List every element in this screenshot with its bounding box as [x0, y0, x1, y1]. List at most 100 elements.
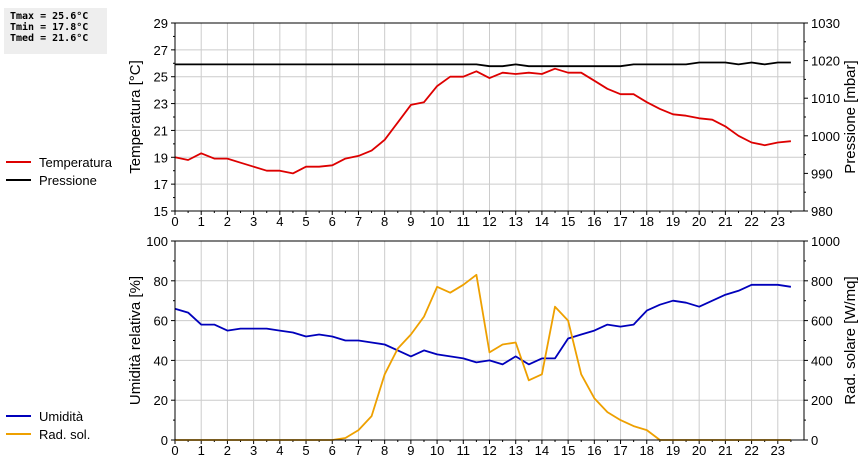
- x-tick-label-top: 20: [692, 214, 706, 229]
- legend-swatch-temperatura: [6, 161, 31, 163]
- y-tick-label-top: 19: [154, 150, 168, 165]
- y2-axis-label-bottom: Rad. solare [W/mq]: [842, 276, 859, 404]
- x-tick-label-top: 22: [744, 214, 758, 229]
- y2-tick-label-bottom: 1000: [811, 234, 840, 249]
- y2-tick-label-bottom: 0: [811, 433, 818, 448]
- x-tick-label-bottom: 14: [535, 443, 549, 458]
- x-tick-label-top: 7: [355, 214, 362, 229]
- x-tick-label-top: 2: [224, 214, 231, 229]
- x-tick-label-bottom: 12: [482, 443, 496, 458]
- series-line-pressione: [175, 61, 791, 68]
- x-tick-label-bottom: 15: [561, 443, 575, 458]
- y-tick-label-top: 23: [154, 97, 168, 112]
- x-tick-label-bottom: 8: [381, 443, 388, 458]
- x-tick-label-top: 3: [250, 214, 257, 229]
- x-tick-label-top: 23: [771, 214, 785, 229]
- legend-item-radsol: Rad. sol.: [6, 425, 90, 443]
- legend-label-umidita: Umidità: [39, 408, 84, 424]
- x-tick-label-bottom: 3: [250, 443, 257, 458]
- x-tick-label-top: 11: [457, 214, 471, 229]
- x-tick-label-top: 6: [329, 214, 336, 229]
- x-tick-label-bottom: 17: [613, 443, 627, 458]
- x-tick-label-bottom: 13: [508, 443, 522, 458]
- y-tick-label-top: 27: [154, 43, 168, 58]
- legend-item-pressione: Pressione: [6, 171, 112, 189]
- x-tick-label-bottom: 11: [457, 443, 471, 458]
- x-tick-label-top: 14: [535, 214, 549, 229]
- y-tick-label-bottom: 20: [154, 393, 168, 408]
- y2-tick-label-bottom: 600: [811, 314, 833, 329]
- x-tick-label-top: 9: [407, 214, 414, 229]
- x-tick-label-top: 1: [198, 214, 205, 229]
- legend-swatch-radsol: [6, 433, 31, 435]
- x-tick-label-top: 0: [171, 214, 178, 229]
- legend-swatch-umidita: [6, 415, 31, 417]
- tmin-text: Tmin = 17.8°C: [10, 22, 89, 33]
- x-tick-label-bottom: 4: [276, 443, 283, 458]
- x-tick-label-bottom: 21: [718, 443, 732, 458]
- y2-tick-label-top: 980: [811, 204, 833, 219]
- x-tick-label-top: 18: [640, 214, 654, 229]
- series-line-umidit-: [174, 283, 792, 366]
- x-tick-label-top: 12: [482, 214, 496, 229]
- legend-swatch-pressione: [6, 179, 31, 181]
- x-tick-label-top: 16: [587, 214, 601, 229]
- y-tick-label-bottom: 80: [154, 274, 168, 289]
- x-tick-label-bottom: 19: [666, 443, 680, 458]
- x-tick-label-bottom: 7: [355, 443, 362, 458]
- y2-tick-label-top: 990: [811, 166, 833, 181]
- x-tick-label-bottom: 23: [771, 443, 785, 458]
- tmed-text: Tmed = 21.6°C: [10, 33, 89, 44]
- y-tick-label-top: 25: [154, 70, 168, 85]
- y2-tick-label-top: 1010: [811, 91, 840, 106]
- x-tick-label-top: 13: [508, 214, 522, 229]
- legend-label-pressione: Pressione: [39, 172, 97, 188]
- y-axis-label-top: Temperatura [°C]: [127, 60, 144, 174]
- y2-tick-label-bottom: 400: [811, 353, 833, 368]
- x-tick-label-bottom: 18: [640, 443, 654, 458]
- x-tick-label-bottom: 1: [198, 443, 205, 458]
- x-tick-label-bottom: 0: [171, 443, 178, 458]
- y-tick-label-bottom: 0: [161, 433, 168, 448]
- y-tick-label-top: 17: [154, 177, 168, 192]
- x-tick-label-top: 5: [302, 214, 309, 229]
- x-tick-label-bottom: 5: [302, 443, 309, 458]
- x-tick-label-bottom: 22: [744, 443, 758, 458]
- x-tick-label-bottom: 20: [692, 443, 706, 458]
- legend-top: Temperatura Pressione: [6, 153, 112, 189]
- x-tick-label-bottom: 6: [329, 443, 336, 458]
- series-line-rad-sol-: [175, 273, 791, 441]
- y2-axis-label-top: Pressione [mbar]: [842, 60, 859, 173]
- x-tick-label-bottom: 9: [407, 443, 414, 458]
- tmax-text: Tmax = 25.6°C: [10, 11, 89, 22]
- y2-tick-label-top: 1030: [811, 16, 840, 31]
- y-tick-label-bottom: 40: [154, 353, 168, 368]
- x-tick-label-top: 10: [430, 214, 444, 229]
- x-tick-label-top: 19: [666, 214, 680, 229]
- x-tick-label-top: 8: [381, 214, 388, 229]
- x-tick-label-top: 15: [561, 214, 575, 229]
- legend-item-temperatura: Temperatura: [6, 153, 112, 171]
- y-tick-label-bottom: 100: [146, 234, 168, 249]
- legend-bottom: Umidità Rad. sol.: [6, 407, 90, 443]
- x-tick-label-bottom: 2: [224, 443, 231, 458]
- legend-label-temperatura: Temperatura: [39, 154, 112, 170]
- y-tick-label-bottom: 60: [154, 314, 168, 329]
- plot-frame-top: [174, 22, 805, 212]
- x-tick-label-bottom: 10: [430, 443, 444, 458]
- stats-box: Tmax = 25.6°C Tmin = 17.8°C Tmed = 21.6°…: [4, 8, 107, 54]
- y-tick-label-top: 29: [154, 16, 168, 31]
- y-tick-label-top: 21: [154, 123, 168, 138]
- x-tick-label-bottom: 16: [587, 443, 601, 458]
- x-tick-label-top: 21: [718, 214, 732, 229]
- x-tick-label-top: 4: [276, 214, 283, 229]
- x-tick-label-top: 17: [613, 214, 627, 229]
- legend-item-umidita: Umidità: [6, 407, 90, 425]
- y-tick-label-top: 15: [154, 204, 168, 219]
- y2-tick-label-top: 1020: [811, 54, 840, 69]
- plot-frame-bottom: [174, 240, 805, 441]
- y2-tick-label-bottom: 800: [811, 274, 833, 289]
- y2-tick-label-top: 1000: [811, 129, 840, 144]
- series-line-temperatura: [174, 67, 791, 175]
